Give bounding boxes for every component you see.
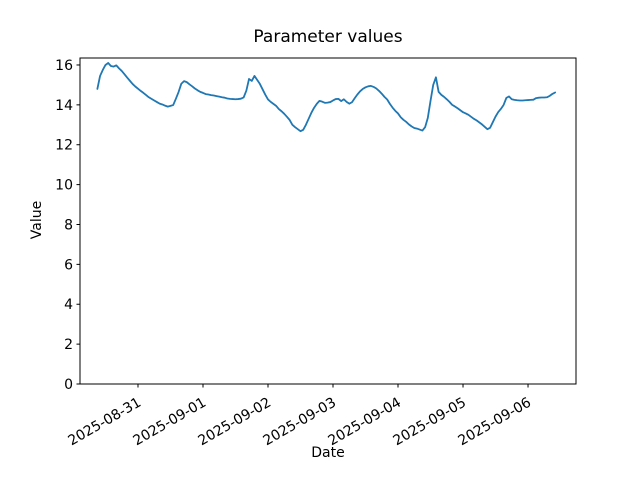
x-tick-label: 2025-09-05 [391, 395, 469, 450]
y-tick-label: 16 [55, 58, 73, 74]
x-axis-ticks: 2025-08-312025-09-012025-09-022025-09-03… [66, 384, 535, 450]
axes-frame [79, 57, 577, 385]
y-tick-label: 2 [64, 337, 73, 353]
y-tick-label: 8 [64, 217, 73, 233]
data-line-series [96, 62, 557, 133]
y-tick-label: 10 [55, 178, 73, 194]
x-tick-label: 2025-09-02 [196, 395, 274, 450]
y-tick-label: 14 [55, 98, 73, 114]
x-tick-label: 2025-09-04 [326, 395, 405, 450]
x-tick-label: 2025-09-06 [456, 395, 535, 450]
x-tick-label: 2025-09-03 [261, 395, 339, 450]
y-tick-label: 6 [64, 257, 73, 273]
x-tick-label: 2025-08-31 [66, 395, 144, 450]
y-tick-label: 12 [55, 138, 73, 154]
x-axis-label: Date [311, 445, 345, 461]
y-axis-ticks: 0 2 4 6 8 10 12 14 16 [55, 58, 80, 393]
x-tick-label: 2025-09-01 [131, 395, 209, 450]
y-axis-label: Value [29, 200, 45, 240]
y-tick-label: 0 [64, 377, 73, 393]
chart-title: Parameter values [253, 27, 403, 47]
y-tick-label: 4 [64, 297, 73, 313]
